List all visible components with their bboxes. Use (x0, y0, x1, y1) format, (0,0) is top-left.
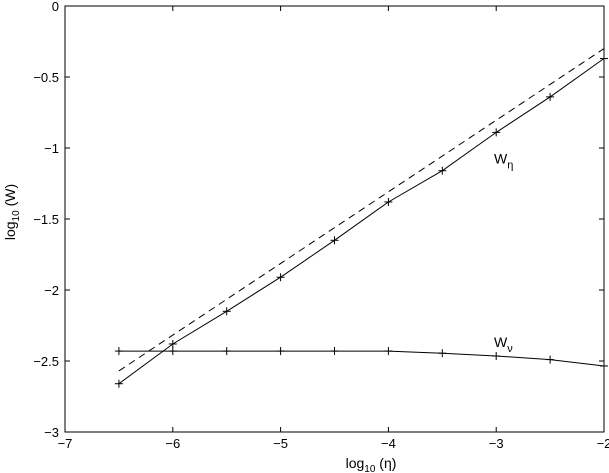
data-point-marker (600, 361, 608, 370)
data-point-marker (168, 339, 177, 348)
x-tick-label: −6 (165, 436, 180, 451)
x-tick-label: −5 (273, 436, 288, 451)
data-point-marker (330, 347, 339, 356)
series-line-1 (118, 350, 605, 367)
data-point-marker (438, 166, 447, 175)
x-tick-label: −2 (597, 436, 609, 451)
x-axis-label: log10 (η) (346, 455, 397, 473)
series-label: Wν (494, 334, 513, 355)
data-point-marker (222, 307, 231, 316)
reference-dashed-line (118, 48, 605, 372)
data-point-marker (330, 236, 339, 245)
x-axis-ticks: −7 −6 −5 −4 −3 −2 (58, 6, 609, 451)
data-point-marker (384, 197, 393, 206)
y-axis-label: log10 (W) (2, 184, 22, 240)
data-point-marker (276, 273, 285, 282)
data-point-marker (600, 54, 608, 63)
y-tick-label: −2 (44, 283, 59, 298)
x-tick-label: −3 (489, 436, 504, 451)
data-point-marker (384, 347, 393, 356)
data-point-marker (276, 347, 285, 356)
x-tick-label: −7 (58, 436, 73, 451)
series-label: Wη (494, 151, 513, 172)
data-point-marker (114, 379, 123, 388)
data-point-marker (438, 349, 447, 358)
y-tick-label: −3 (44, 425, 59, 440)
data-point-marker (492, 352, 501, 361)
y-axis-ticks: −3 −2.5 −2 −1.5 −1 −0.5 0 (33, 0, 604, 440)
plot-area (64, 5, 605, 433)
data-point-marker (168, 347, 177, 356)
y-tick-label: 0 (52, 0, 59, 14)
data-point-marker (222, 347, 231, 356)
data-point-marker (546, 92, 555, 101)
x-tick-label: −4 (381, 436, 396, 451)
y-tick-label: −1.5 (33, 212, 59, 227)
data-point-marker (492, 128, 501, 137)
y-tick-label: −2.5 (33, 354, 59, 369)
y-tick-label: −0.5 (33, 70, 59, 85)
series-annotations: Wη Wν (494, 151, 513, 355)
series-layer (114, 48, 608, 388)
y-tick-label: −1 (44, 141, 59, 156)
data-point-marker (546, 355, 555, 364)
data-point-marker (114, 347, 123, 356)
series-line-0 (118, 58, 605, 385)
